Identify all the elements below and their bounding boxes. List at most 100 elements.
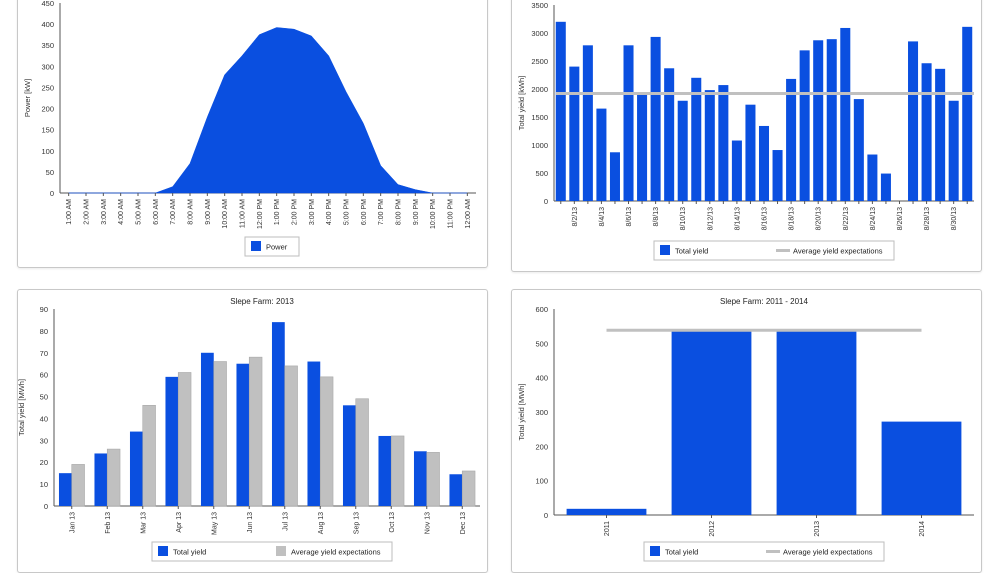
x-tick-label: 1:00 AM [66,199,73,225]
x-tick-label: Apr 13 [176,512,183,533]
x-tick-label: 8:00 AM [188,199,195,225]
power-area [69,27,468,193]
y-tick-label: 50 [46,168,54,177]
bar-total-yield [624,45,634,201]
legend-swatch-0 [158,546,168,556]
y-tick-label: 350 [41,41,54,50]
x-tick-label: 3:00 AM [101,199,108,225]
x-tick-label: 8/18/13 [789,207,796,230]
y-tick-label: 3500 [531,1,548,10]
bar-total-yield [596,109,606,201]
y-tick-label: 60 [40,371,48,380]
x-tick-label: 9:00 PM [413,199,420,225]
y-axis-title: Power [kW] [23,79,32,117]
bar-total-yield [556,22,566,201]
bar-total-yield [949,101,959,201]
y-axis-title: Total yield [MWh] [18,379,26,436]
x-tick-label: 8/2/13 [572,207,579,227]
x-tick-label: 4:00 PM [326,199,333,225]
x-tick-label: 7:00 PM [378,199,385,225]
legend-swatch-0 [650,546,660,556]
y-tick-label: 30 [40,436,48,445]
x-tick-label: 8/16/13 [762,207,769,230]
bar-total-yield [745,105,755,201]
x-tick-label: 8/6/13 [626,207,633,227]
y-axis-title: Total yield [kWh] [517,76,526,131]
bar-avg-yield-expectation [356,399,369,506]
bar-total-yield [759,126,769,201]
bar-total-yield [908,41,918,201]
bar-total-yield [800,50,810,201]
y-tick-label: 400 [41,20,54,29]
y-tick-label: 10 [40,480,48,489]
x-tick-label: Jul 13 [282,512,289,531]
y-tick-label: 0 [544,511,548,520]
y-tick-label: 300 [41,62,54,71]
x-tick-label: Aug 13 [318,512,325,534]
x-tick-label: 8/20/13 [816,207,823,230]
legend-label-1: Average yield expectations [783,548,873,557]
bar-total-yield [732,141,742,201]
x-tick-label: 6:00 PM [361,199,368,225]
y-tick-label: 250 [41,83,54,92]
bar-total-yield [691,78,701,201]
bar-avg-yield-expectation [107,449,120,506]
bar-total-yield [705,90,715,201]
x-tick-label: 8/14/13 [734,207,741,230]
legend-label-0: Total yield [665,548,698,557]
y-tick-label: 0 [50,189,54,198]
y-tick-label: 100 [535,477,548,486]
bar-total-yield [664,68,674,201]
chart-title: Slepe Farm: 2011 - 2014 [720,297,808,306]
bar-total-yield [786,79,796,201]
x-tick-label: 3:00 PM [309,199,316,225]
bar-total-yield [678,101,688,201]
bar-total-yield [236,364,249,506]
x-tick-label: 2013 [814,521,821,537]
bar-avg-yield-expectation [249,357,262,506]
bar-avg-yield-expectation [391,436,404,506]
x-tick-label: 10:00 PM [430,199,437,229]
bar-avg-yield-expectation [427,452,440,506]
x-tick-label: Nov 13 [424,512,431,534]
x-tick-label: 8/22/13 [843,207,850,230]
legend-label-0: Total yield [675,247,708,256]
bar-total-yield [813,40,823,201]
bar-total-yield [718,85,728,201]
x-tick-label: 12:00 AM [465,199,472,229]
y-tick-label: 200 [41,105,54,114]
bar-total-yield [307,362,320,506]
legend-swatch-0 [660,245,670,255]
y-axis-title: Total yield [MWh] [517,383,526,440]
bar-total-yield [962,27,972,201]
x-tick-label: 12:00 PM [257,199,264,229]
x-tick-label: May 13 [211,512,218,535]
x-tick-label: 10:00 AM [222,199,229,229]
bar-total-yield [867,155,877,201]
y-tick-label: 2000 [531,85,548,94]
y-tick-label: 600 [535,305,548,314]
bar-total-yield [651,37,661,201]
x-tick-label: 2:00 AM [84,199,91,225]
x-tick-label: 1:00 PM [274,199,281,225]
legend-swatch-1 [276,546,286,556]
bar-total-yield [59,473,72,506]
y-tick-label: 0 [44,502,48,511]
bar-total-yield [672,331,752,515]
bar-total-yield [414,451,427,506]
bar-total-yield [881,174,891,201]
bar-total-yield [378,436,391,506]
x-tick-label: 11:00 PM [448,199,455,229]
x-tick-label: 8/12/13 [707,207,714,230]
bar-total-yield [827,39,837,201]
legend-label-0: Power [266,243,288,252]
bar-total-yield [854,99,864,201]
y-tick-label: 70 [40,349,48,358]
y-tick-label: 1000 [531,141,548,150]
x-tick-label: 8/26/13 [897,207,904,230]
bar-avg-yield-expectation [462,471,475,506]
